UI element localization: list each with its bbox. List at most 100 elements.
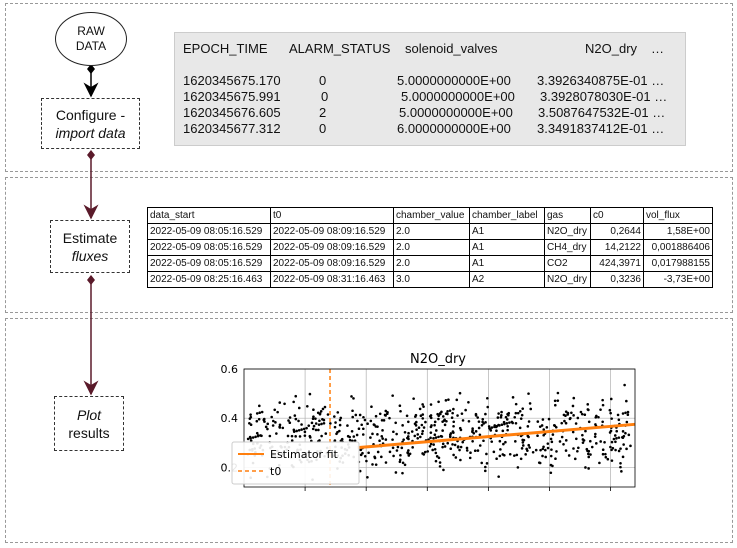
data-point — [256, 434, 260, 438]
data-point — [498, 439, 502, 443]
data-point — [547, 417, 551, 421]
data-point — [597, 415, 600, 419]
data-point — [585, 447, 589, 451]
configure-box: Configure - import data — [41, 98, 140, 149]
data-point — [478, 444, 482, 447]
data-point — [515, 453, 519, 457]
data-point — [558, 440, 562, 443]
data-point — [486, 405, 490, 409]
data-point — [382, 419, 386, 422]
data-point — [359, 448, 363, 452]
data-point — [421, 452, 424, 455]
data-point — [365, 459, 368, 463]
data-point — [629, 444, 632, 448]
data-point — [401, 424, 404, 427]
data-point — [593, 435, 597, 438]
data-point — [586, 452, 590, 456]
data-point — [550, 448, 553, 451]
data-point — [297, 419, 300, 423]
data-point — [374, 463, 378, 466]
data-point — [452, 420, 456, 424]
data-point — [518, 409, 522, 413]
data-point — [412, 397, 415, 400]
data-point — [405, 414, 409, 418]
raw-cell: 6.0000000000E+00 — [397, 121, 511, 136]
data-point — [361, 433, 365, 436]
data-point — [392, 430, 395, 434]
data-point — [246, 437, 250, 441]
data-point — [616, 413, 620, 417]
raw-data-node: RAW DATA — [55, 12, 127, 66]
data-point — [433, 420, 437, 424]
data-point — [519, 457, 523, 461]
data-point — [433, 447, 437, 451]
data-point — [501, 429, 505, 433]
plot-line1: Plot — [76, 406, 102, 423]
data-point — [398, 458, 402, 462]
data-point — [507, 411, 511, 415]
data-point — [448, 435, 452, 439]
data-point — [595, 414, 598, 418]
data-point — [350, 429, 354, 433]
data-point — [354, 413, 358, 417]
data-point — [443, 423, 447, 427]
data-point — [429, 425, 433, 429]
data-point — [543, 448, 547, 452]
data-point — [459, 428, 463, 432]
data-point — [441, 445, 444, 449]
data-point — [357, 427, 361, 431]
data-point — [514, 440, 517, 443]
data-point — [471, 427, 474, 430]
data-point — [398, 404, 402, 407]
data-point — [438, 461, 442, 464]
estimate-panel — [5, 177, 733, 313]
data-point — [324, 432, 328, 435]
data-point — [300, 428, 303, 431]
data-point — [450, 416, 454, 420]
data-point — [527, 420, 531, 423]
data-point — [586, 403, 590, 406]
data-point — [603, 440, 606, 444]
legend-t0-label: t0 — [270, 465, 281, 478]
data-point — [621, 455, 625, 459]
data-point — [484, 412, 487, 416]
data-point — [378, 439, 381, 443]
data-point — [604, 452, 607, 456]
data-point — [266, 427, 269, 431]
data-point — [610, 417, 613, 420]
data-point — [536, 434, 539, 438]
data-point — [288, 416, 292, 419]
data-point — [414, 413, 418, 417]
data-point — [434, 436, 438, 439]
data-point — [473, 449, 477, 453]
flux-row: 2022-05-09 08:25:16.463 2022-05-09 08:31… — [147, 271, 713, 288]
data-point — [385, 412, 389, 416]
data-point — [467, 400, 470, 404]
data-point — [286, 434, 290, 438]
data-point — [401, 461, 405, 465]
data-point — [469, 451, 472, 454]
data-point — [421, 417, 425, 420]
data-point — [492, 450, 496, 454]
data-point — [544, 455, 547, 459]
data-point — [437, 400, 440, 404]
data-point — [413, 422, 417, 426]
data-point — [442, 468, 445, 472]
data-point — [287, 419, 290, 422]
data-point — [370, 405, 373, 409]
data-point — [367, 451, 370, 455]
plot-panel — [5, 318, 733, 543]
data-point — [373, 423, 376, 427]
data-point — [429, 416, 433, 420]
data-point — [310, 421, 314, 425]
data-point — [471, 439, 474, 443]
data-point — [524, 453, 527, 456]
data-point — [511, 421, 514, 425]
data-point — [617, 449, 621, 453]
data-point — [297, 428, 301, 432]
data-point — [610, 459, 614, 462]
data-point — [421, 429, 425, 433]
data-point — [249, 415, 253, 419]
data-point — [609, 445, 612, 449]
data-point — [608, 431, 612, 434]
